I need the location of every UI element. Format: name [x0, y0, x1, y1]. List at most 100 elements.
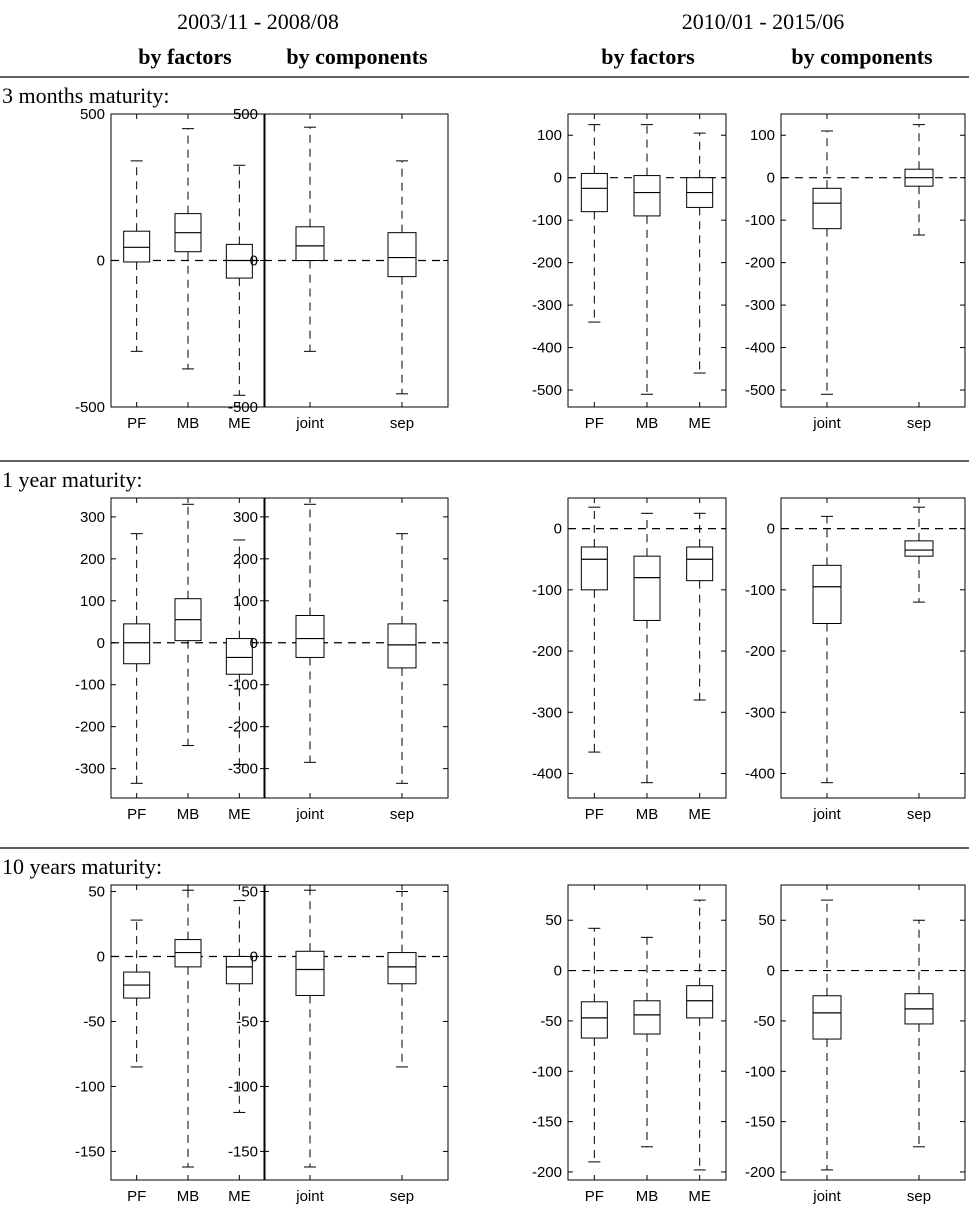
y-tick-label: 0 — [250, 948, 258, 965]
y-tick-label: -300 — [228, 761, 258, 778]
interquartile-box — [633, 555, 661, 621]
category-label: PF — [127, 415, 146, 432]
y-tick-label: 0 — [554, 170, 562, 187]
y-tick-label: -100 — [75, 1078, 105, 1095]
y-tick-label: -500 — [745, 382, 775, 399]
y-tick-label: 300 — [80, 509, 105, 526]
category-label: PF — [127, 1188, 146, 1205]
y-tick-label: 100 — [750, 127, 775, 144]
y-tick-label: 100 — [80, 593, 105, 610]
subheader-right-factors: by factors — [601, 44, 695, 69]
category-label: PF — [585, 415, 604, 432]
y-tick-label: 300 — [233, 509, 258, 526]
interquartile-box — [580, 1001, 608, 1039]
y-tick-label: -300 — [75, 761, 105, 778]
y-tick-label: -300 — [532, 704, 562, 721]
y-tick-label: -150 — [75, 1143, 105, 1160]
period-title-right: 2010/01 - 2015/06 — [682, 9, 845, 34]
y-tick-label: -100 — [75, 677, 105, 694]
y-tick-label: 0 — [767, 521, 775, 538]
boxplot-panel: -300 -200 -100 0 100 200 300 PF MB ME — [75, 497, 266, 823]
y-tick-label: 50 — [545, 912, 562, 929]
y-tick-label: -100 — [745, 1063, 775, 1080]
y-tick-label: -50 — [236, 1013, 258, 1030]
boxplot-panel: -500 0 500 PF MB ME — [75, 106, 266, 432]
box-PF — [580, 124, 608, 323]
interquartile-box — [225, 638, 253, 675]
y-tick-label: -400 — [745, 340, 775, 357]
y-tick-label: 200 — [80, 551, 105, 568]
y-tick-label: 0 — [554, 963, 562, 980]
y-tick-label: -200 — [228, 719, 258, 736]
category-label: joint — [295, 806, 324, 823]
box-MB — [633, 936, 661, 1148]
boxplot-panel: -150 -100 -50 0 50 joint sep — [228, 883, 449, 1205]
y-tick-label: -150 — [228, 1143, 258, 1160]
box-ME — [225, 900, 253, 1113]
box-joint — [295, 889, 325, 1168]
y-tick-label: 500 — [233, 106, 258, 123]
category-label: MB — [636, 806, 659, 823]
category-label: MB — [177, 806, 200, 823]
y-tick-label: -300 — [532, 297, 562, 314]
category-label: ME — [688, 806, 711, 823]
interquartile-box — [387, 952, 417, 985]
boxplot-panel: -500 -400 -300 -200 -100 0 100 PF MB ME — [532, 113, 727, 432]
category-label: sep — [907, 806, 931, 823]
y-tick-label: -200 — [745, 643, 775, 660]
interquartile-box — [295, 226, 325, 261]
category-label: MB — [636, 415, 659, 432]
interquartile-box — [295, 614, 325, 658]
box-MB — [633, 124, 661, 395]
section-label-3m: 3 months maturity: — [2, 83, 169, 108]
category-label: sep — [390, 415, 414, 432]
box-PF — [123, 533, 151, 784]
y-tick-label: -200 — [532, 255, 562, 272]
category-label: sep — [907, 1188, 931, 1205]
box-MB — [633, 512, 661, 784]
category-label: MB — [177, 1188, 200, 1205]
category-label: MB — [177, 415, 200, 432]
category-label: ME — [228, 806, 251, 823]
axes-frame — [263, 884, 449, 1181]
interquartile-box — [904, 540, 934, 557]
y-tick-label: -100 — [532, 582, 562, 599]
category-label: PF — [127, 806, 146, 823]
box-MB — [174, 128, 202, 370]
y-tick-label: -100 — [745, 582, 775, 599]
subheader-right-components: by components — [791, 44, 933, 69]
y-tick-label: 0 — [767, 170, 775, 187]
y-tick-label: -100 — [228, 1078, 258, 1095]
box-joint — [812, 899, 842, 1171]
interquartile-box — [812, 564, 842, 625]
axes-frame — [780, 884, 966, 1181]
y-tick-label: -400 — [532, 340, 562, 357]
interquartile-box — [580, 172, 608, 213]
y-tick-label: 50 — [88, 883, 105, 900]
interquartile-box — [686, 546, 714, 582]
box-PF — [580, 506, 608, 753]
y-tick-label: 0 — [97, 635, 105, 652]
axes-frame — [780, 497, 966, 799]
category-label: sep — [390, 1188, 414, 1205]
box-PF — [580, 927, 608, 1163]
box-joint — [295, 126, 325, 352]
y-tick-label: -500 — [228, 399, 258, 416]
boxplot-panel: -200 -150 -100 -50 0 50 joint sep — [745, 884, 966, 1205]
box-ME — [225, 539, 253, 765]
boxplot-panel: -300 -200 -100 0 100 200 300 joint sep — [228, 497, 449, 823]
box-MB — [174, 889, 202, 1168]
section-label-10y: 10 years maturity: — [2, 854, 162, 879]
boxplot-panel: -400 -300 -200 -100 0 PF MB ME — [532, 497, 727, 823]
category-label: sep — [390, 806, 414, 823]
section-label-1y: 1 year maturity: — [2, 467, 143, 492]
interquartile-box — [633, 1000, 661, 1035]
y-tick-label: -300 — [745, 704, 775, 721]
y-tick-label: -500 — [532, 382, 562, 399]
box-PF — [123, 160, 151, 352]
category-label: joint — [812, 1188, 841, 1205]
box-sep — [387, 533, 417, 784]
y-tick-label: 50 — [241, 883, 258, 900]
